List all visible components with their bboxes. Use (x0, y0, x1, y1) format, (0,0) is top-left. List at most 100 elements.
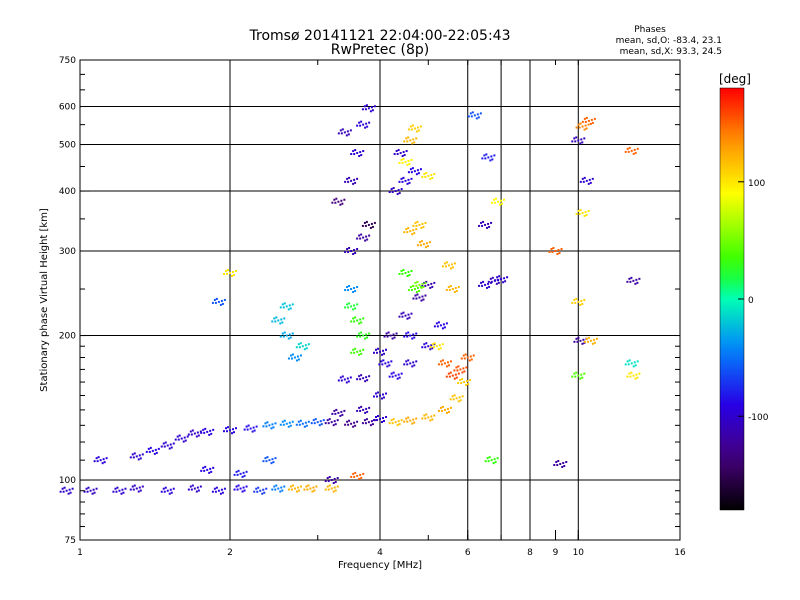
data-point (585, 116, 588, 119)
data-point (453, 369, 456, 372)
data-point (160, 490, 163, 493)
data-point (421, 284, 424, 287)
data-point (326, 419, 329, 422)
data-point (299, 354, 302, 357)
data-point (397, 149, 400, 152)
data-point (287, 488, 290, 491)
data-points (59, 104, 641, 495)
data-point (443, 408, 446, 411)
data-point (451, 266, 454, 269)
data-point (491, 158, 494, 161)
data-point (398, 161, 401, 164)
data-point (633, 361, 636, 364)
data-point (365, 235, 368, 238)
data-point (458, 396, 461, 399)
data-point (506, 276, 509, 279)
data-point (578, 126, 581, 129)
data-point (279, 306, 282, 309)
data-point (492, 462, 495, 465)
data-point (289, 424, 292, 427)
data-point (478, 284, 481, 287)
data-point (589, 339, 592, 342)
data-point (298, 346, 301, 349)
data-point (304, 344, 307, 347)
data-point (382, 393, 384, 396)
data-point (424, 281, 427, 284)
data-point (217, 300, 220, 303)
data-point (363, 221, 366, 224)
data-point (386, 365, 389, 368)
data-point (424, 175, 427, 178)
data-point (626, 280, 629, 283)
data-point (226, 272, 228, 275)
data-point (412, 229, 415, 232)
data-point (409, 230, 412, 233)
data-point (394, 374, 397, 377)
data-point (455, 397, 458, 400)
data-point (571, 140, 574, 143)
data-point (353, 421, 356, 424)
data-point (354, 471, 357, 474)
data-point (358, 234, 361, 237)
data-point (290, 357, 293, 360)
data-point (562, 461, 565, 464)
data-point (405, 332, 408, 335)
data-point (439, 360, 442, 363)
data-point (587, 119, 590, 122)
data-point (407, 136, 410, 139)
data-point (346, 130, 349, 133)
data-point (289, 336, 292, 339)
data-point (344, 251, 347, 254)
data-point (577, 139, 580, 142)
data-point (461, 395, 464, 398)
data-point (634, 282, 637, 285)
data-point (353, 178, 356, 181)
data-point (415, 297, 418, 300)
data-point (210, 432, 213, 435)
data-point (391, 191, 394, 194)
data-point (628, 277, 631, 280)
data-point (326, 477, 329, 480)
data-point (296, 355, 299, 358)
data-point (488, 225, 491, 228)
data-point (162, 442, 165, 445)
data-point (456, 369, 459, 372)
data-point (187, 488, 190, 491)
data-point (587, 210, 590, 213)
data-point (131, 453, 134, 456)
data-point (346, 420, 349, 423)
data-point (376, 395, 378, 398)
data-point (413, 170, 416, 173)
data-point (503, 277, 506, 280)
data-point (362, 472, 365, 475)
data-point (416, 280, 419, 283)
data-point (122, 491, 125, 494)
data-point (424, 246, 427, 249)
data-point (242, 471, 245, 474)
data-point (339, 376, 342, 379)
data-point (266, 421, 269, 424)
data-point (406, 420, 409, 423)
data-point (333, 409, 336, 412)
data-point (400, 158, 403, 161)
data-point (626, 375, 629, 378)
data-point (313, 422, 316, 425)
data-point (415, 291, 418, 294)
data-point (400, 177, 403, 180)
colorbar-tick-label: 100 (748, 179, 765, 189)
data-point (169, 488, 172, 491)
data-point (273, 317, 276, 320)
data-point (243, 428, 246, 431)
data-point (493, 201, 496, 204)
data-point (584, 211, 587, 214)
data-point (401, 180, 404, 183)
data-point (457, 400, 460, 403)
data-point (229, 429, 231, 432)
data-point (465, 384, 468, 387)
y-tick-label: 75 (65, 536, 76, 546)
data-point (261, 492, 264, 495)
data-point (324, 422, 327, 425)
data-point (270, 462, 273, 465)
data-point (486, 286, 489, 289)
data-point (557, 249, 560, 252)
